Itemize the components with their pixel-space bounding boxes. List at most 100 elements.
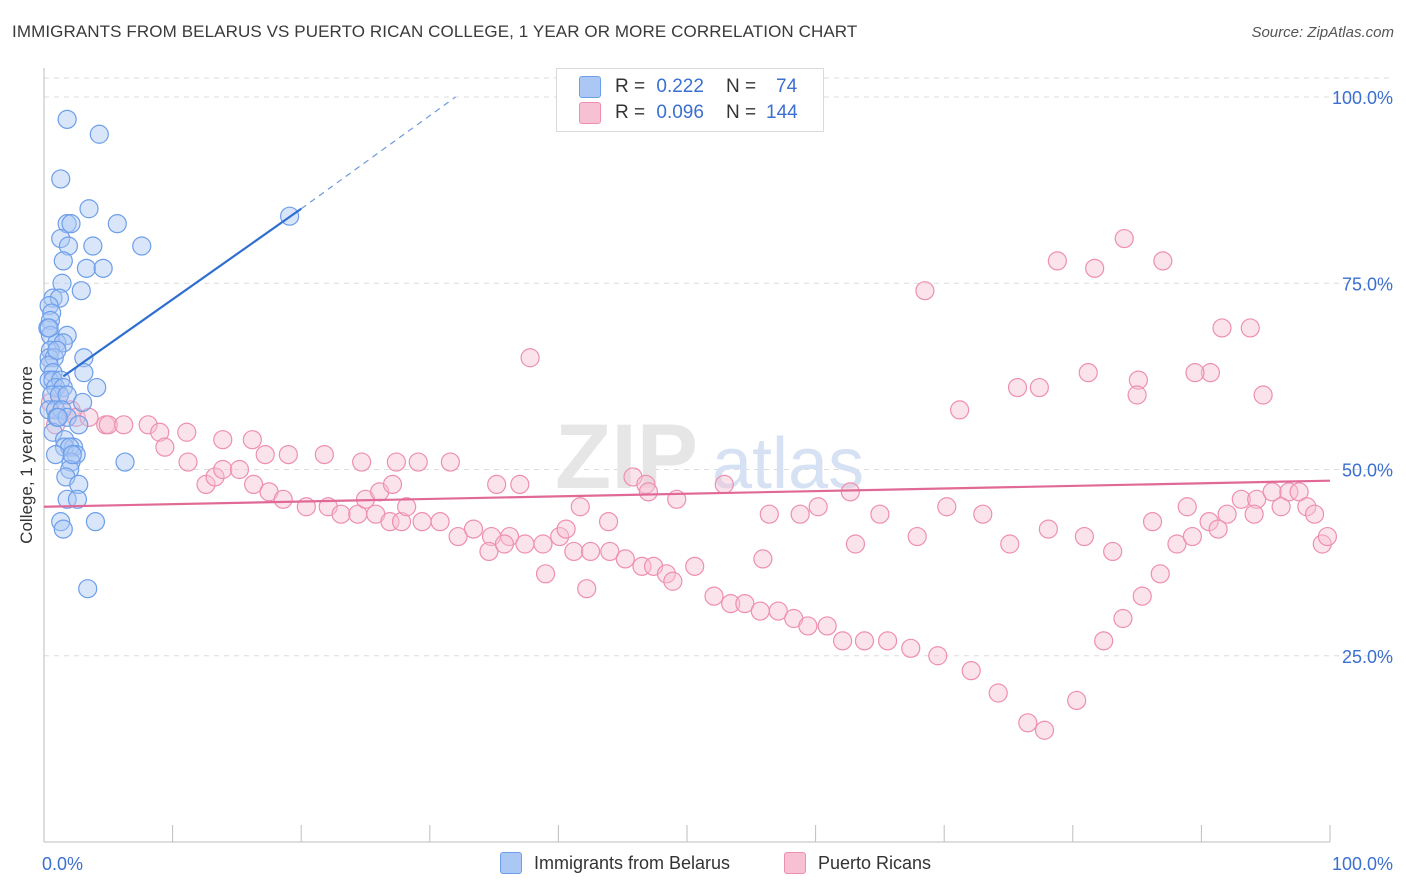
- data-point-puerto-ricans: [840, 482, 860, 502]
- x-tick-label: 100.0%: [1332, 854, 1393, 874]
- data-point-belarus: [51, 169, 71, 189]
- data-point-puerto-ricans: [988, 683, 1008, 703]
- data-point-puerto-ricans: [1297, 497, 1317, 517]
- data-point-puerto-ricans: [98, 415, 118, 435]
- data-point-belarus: [47, 340, 67, 360]
- data-point-puerto-ricans: [870, 504, 890, 524]
- legend-r-value: 0.096: [656, 102, 704, 123]
- data-point-puerto-ricans: [915, 281, 935, 301]
- data-point-puerto-ricans: [255, 445, 275, 465]
- data-point-puerto-ricans: [704, 586, 724, 606]
- legend-swatch-pink: [784, 852, 806, 874]
- data-point-puerto-ricans: [1244, 504, 1264, 524]
- data-point-puerto-ricans: [1142, 512, 1163, 532]
- data-point-puerto-ricans: [494, 534, 514, 554]
- data-point-puerto-ricans: [278, 445, 298, 465]
- data-point-puerto-ricans: [1029, 377, 1049, 398]
- data-point-puerto-ricans: [817, 616, 837, 636]
- data-point-belarus: [74, 363, 94, 383]
- data-point-belarus: [79, 199, 99, 219]
- data-point-belarus: [69, 474, 89, 494]
- trend-line-belarus-extension: [300, 96, 456, 210]
- data-point-belarus: [48, 407, 68, 427]
- data-point-belarus: [45, 445, 66, 465]
- data-point-puerto-ricans: [845, 534, 866, 554]
- legend-row-puerto-ricans: R = 0.096 N = 144: [579, 101, 798, 125]
- data-point-puerto-ricans: [663, 571, 683, 591]
- chart-title: IMMIGRANTS FROM BELARUS VS PUERTO RICAN …: [12, 22, 858, 41]
- tick-labels: 25.0% 50.0% 75.0% 100.0% 0.0% 100.0%: [42, 88, 1393, 874]
- data-point-puerto-ricans: [1127, 385, 1147, 405]
- y-tick-label: 75.0%: [1342, 274, 1393, 294]
- legend-item-puerto-ricans[interactable]: Puerto Ricans: [784, 852, 931, 874]
- data-point-puerto-ricans: [1177, 497, 1197, 517]
- data-point-puerto-ricans: [1208, 519, 1228, 539]
- data-point-puerto-ricans: [1289, 482, 1309, 502]
- y-tick-label: 50.0%: [1342, 461, 1393, 481]
- series-puerto-ricans: [40, 228, 1338, 740]
- trend-line-puerto-ricans: [43, 479, 1331, 508]
- data-point-belarus: [62, 445, 82, 465]
- data-point-puerto-ricans: [759, 504, 779, 524]
- data-point-puerto-ricans: [1067, 690, 1087, 711]
- data-point-puerto-ricans: [138, 415, 158, 435]
- data-point-puerto-ricans: [1038, 519, 1058, 539]
- data-point-puerto-ricans: [600, 541, 620, 562]
- data-point-puerto-ricans: [244, 474, 264, 494]
- data-point-puerto-ricans: [1247, 489, 1267, 509]
- data-point-belarus: [52, 273, 72, 293]
- y-tick-label: 100.0%: [1332, 88, 1393, 108]
- data-point-puerto-ricans: [1047, 251, 1067, 271]
- data-point-puerto-ricans: [550, 526, 570, 547]
- x-tick-label: 0.0%: [42, 854, 83, 874]
- data-point-puerto-ricans: [901, 638, 921, 658]
- data-point-belarus: [40, 310, 61, 331]
- legend-swatch-pink: [579, 102, 601, 124]
- data-point-belarus: [93, 258, 113, 278]
- data-point-puerto-ricans: [564, 541, 584, 562]
- legend-row-belarus: R = 0.222 N = 74: [579, 75, 797, 99]
- data-point-belarus: [89, 124, 109, 144]
- data-point-puerto-ricans: [750, 601, 770, 621]
- data-point-puerto-ricans: [213, 459, 233, 480]
- data-point-puerto-ricans: [1085, 258, 1105, 278]
- data-point-puerto-ricans: [380, 512, 400, 532]
- data-point-puerto-ricans: [205, 467, 225, 487]
- data-point-puerto-ricans: [520, 348, 540, 368]
- data-point-belarus: [51, 512, 71, 532]
- data-point-puerto-ricans: [632, 556, 652, 576]
- data-point-belarus: [78, 579, 98, 599]
- data-point-puerto-ricans: [386, 452, 406, 472]
- data-point-belarus: [42, 385, 62, 405]
- data-point-puerto-ricans: [907, 526, 927, 547]
- data-point-puerto-ricans: [114, 415, 134, 435]
- data-point-puerto-ricans: [1271, 497, 1291, 517]
- data-point-belarus: [61, 452, 81, 472]
- data-point-puerto-ricans: [615, 549, 635, 569]
- data-point-puerto-ricans: [570, 497, 590, 517]
- data-point-puerto-ricans: [397, 497, 417, 517]
- legend-item-belarus[interactable]: Immigrants from Belarus: [500, 852, 730, 874]
- data-point-puerto-ricans: [1074, 526, 1094, 547]
- data-point-belarus: [76, 258, 97, 278]
- data-point-belarus: [39, 348, 59, 368]
- legend-r-value: 0.222: [656, 76, 704, 97]
- data-point-puerto-ricans: [1007, 377, 1028, 398]
- legend-r-label: R =: [615, 102, 646, 123]
- data-point-puerto-ricans: [1034, 720, 1055, 740]
- data-point-puerto-ricans: [735, 593, 755, 614]
- data-point-belarus: [87, 377, 107, 398]
- data-point-belarus: [53, 251, 73, 271]
- data-point-puerto-ricans: [273, 489, 293, 509]
- data-point-puerto-ricans: [479, 541, 499, 562]
- data-point-belarus: [42, 303, 62, 323]
- data-point-puerto-ricans: [598, 512, 619, 532]
- data-point-puerto-ricans: [808, 497, 828, 517]
- data-point-puerto-ricans: [556, 519, 576, 539]
- data-point-puerto-ricans: [833, 631, 853, 651]
- data-point-puerto-ricans: [1128, 370, 1148, 390]
- data-point-puerto-ricans: [961, 661, 981, 681]
- data-point-puerto-ricans: [1103, 541, 1123, 562]
- data-point-puerto-ricans: [1185, 363, 1205, 383]
- data-point-puerto-ricans: [577, 579, 597, 599]
